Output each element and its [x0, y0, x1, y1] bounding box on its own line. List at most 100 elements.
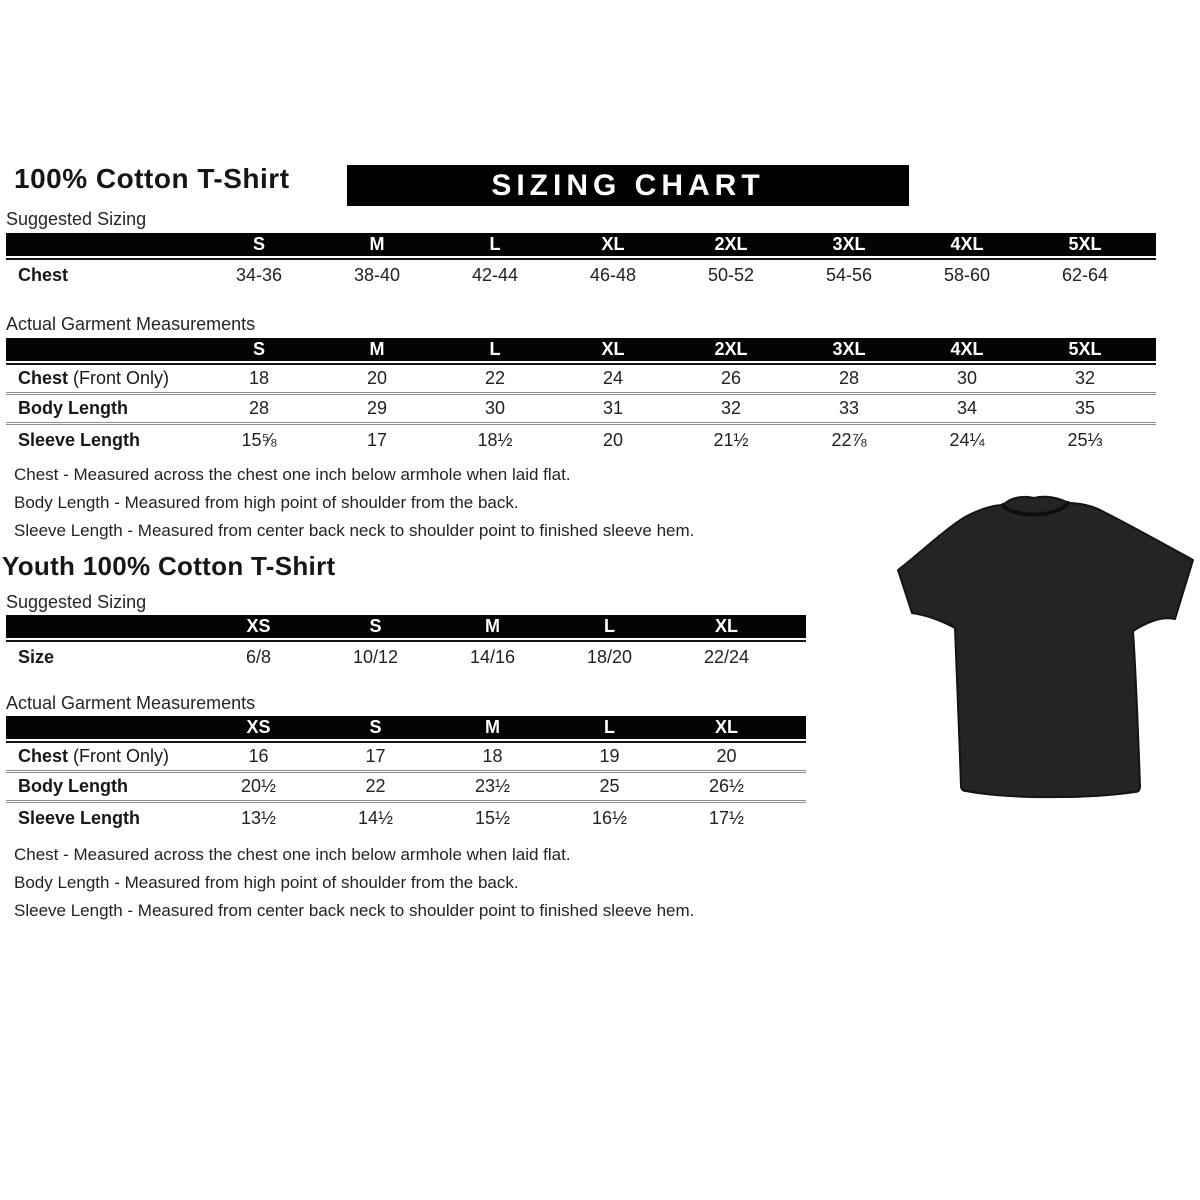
table-cell: 15½	[474, 807, 511, 828]
header-underline	[6, 363, 1156, 365]
size-col-header: XS	[246, 616, 271, 636]
table-cell: 22	[365, 776, 386, 796]
table-cell: 26	[720, 368, 742, 388]
size-col-header: XL	[714, 717, 738, 737]
youth-section-title: Youth 100% Cotton T-Shirt	[2, 551, 336, 581]
sleeve-length-note: Sleeve Length - Measured from center bac…	[14, 901, 695, 920]
table-cell: 34-36	[235, 265, 283, 285]
table-cell: 18½	[477, 429, 513, 450]
table-cell: 18	[482, 746, 503, 766]
size-col-header: 4XL	[950, 339, 984, 359]
size-col-header: 3XL	[832, 234, 866, 254]
table-cell: 20	[366, 368, 388, 388]
table-cell: 10/12	[352, 647, 399, 667]
corner-cell	[6, 716, 200, 739]
adult-section-title: 100% Cotton T-Shirt	[14, 163, 290, 194]
table-row: Sleeve Length 13½ 14½ 15½ 16½ 17½	[6, 803, 806, 833]
table-cell: 22	[484, 368, 506, 388]
sizing-chart-banner: SIZING CHART	[347, 165, 909, 206]
table-cell: 22/24	[703, 647, 750, 667]
table-cell: 25	[599, 776, 620, 796]
table-cell: 24¼	[949, 429, 985, 450]
youth-suggested-sizing-table: XS S M L XL Size 6/8 10/12 14/16 18/20 2…	[6, 615, 806, 673]
size-col-header: L	[489, 339, 501, 359]
size-col-header: XS	[246, 717, 271, 737]
body-length-note: Body Length - Measured from high point o…	[14, 493, 519, 512]
row-label: Sleeve Length	[18, 429, 141, 450]
header-underline	[6, 741, 806, 743]
row-label: Chest (Front Only)	[6, 368, 200, 389]
size-col-header: 3XL	[832, 339, 866, 359]
tshirt-collar	[1001, 501, 1070, 517]
table-cell: 21½	[713, 429, 749, 450]
row-label: Size	[18, 647, 55, 667]
row-label: Sleeve Length	[18, 807, 141, 828]
sleeve-length-note: Sleeve Length - Measured from center bac…	[14, 521, 695, 540]
table-cell: 33	[838, 398, 860, 418]
table-cell: 17	[365, 746, 386, 766]
black-tshirt-photo	[897, 495, 1194, 799]
table-cell: 18	[248, 368, 270, 388]
size-col-header: S	[369, 717, 382, 737]
row-label: Body Length	[18, 398, 128, 418]
size-col-header: XL	[714, 616, 738, 636]
table-cell: 29	[366, 398, 388, 418]
sizing-chart-banner-text: SIZING CHART	[491, 168, 765, 202]
table-cell: 15⅝	[241, 429, 277, 450]
adult-actual-measurements-label: Actual Garment Measurements	[6, 314, 256, 334]
table-cell: 17½	[708, 807, 745, 828]
table-header-row: S M L XL 2XL 3XL 4XL 5XL	[6, 233, 1156, 256]
table-cell: 34	[956, 398, 978, 418]
table-cell: 13½	[240, 807, 277, 828]
table-header-row: S M L XL 2XL 3XL 4XL 5XL	[6, 338, 1156, 361]
table-cell: 14/16	[469, 647, 516, 667]
size-col-header: S	[252, 339, 265, 359]
size-col-header: 2XL	[714, 234, 748, 254]
youth-actual-measurements-table: XS S M L XL Chest (Front Only) 16 17 18 …	[6, 716, 806, 833]
youth-suggested-sizing-label: Suggested Sizing	[6, 592, 147, 612]
table-cell: 32	[1074, 368, 1096, 388]
size-col-header: M	[485, 616, 500, 636]
table-cell: 58-60	[943, 265, 991, 285]
adult-actual-measurements-table: S M L XL 2XL 3XL 4XL 5XL Chest (Front On…	[6, 338, 1156, 455]
table-cell: 35	[1074, 398, 1096, 418]
chest-note: Chest - Measured across the chest one in…	[14, 845, 571, 864]
size-col-header: M	[369, 234, 385, 254]
table-cell: 26½	[708, 776, 745, 796]
table-cell: 22⅞	[831, 429, 867, 450]
corner-cell	[6, 338, 200, 361]
size-col-header: XL	[601, 234, 625, 254]
table-cell: 62-64	[1061, 265, 1109, 285]
size-col-header: S	[252, 234, 265, 254]
table-cell: 46-48	[589, 265, 637, 285]
table-cell: 28	[838, 368, 860, 388]
size-col-header: M	[369, 339, 385, 359]
table-header-row: XS S M L XL	[6, 615, 806, 638]
corner-cell	[6, 233, 200, 256]
table-cell: 18/20	[586, 647, 633, 667]
row-label-main: Chest	[18, 368, 69, 388]
table-cell: 32	[720, 398, 742, 418]
table-cell: 38-40	[353, 265, 401, 285]
table-row: Chest 34-36 38-40 42-44 46-48 50-52 54-5…	[6, 260, 1156, 291]
size-col-header: 5XL	[1068, 234, 1102, 254]
table-header-row: XS S M L XL	[6, 716, 806, 739]
adult-suggested-sizing-label: Suggested Sizing	[6, 209, 147, 229]
size-col-header: 4XL	[950, 234, 984, 254]
table-cell: 23½	[474, 776, 511, 796]
corner-cell	[6, 615, 200, 638]
size-col-header: L	[489, 234, 501, 254]
size-col-header: S	[369, 616, 382, 636]
youth-measurement-notes: Chest - Measured across the chest one in…	[14, 841, 834, 925]
table-cell: 14½	[357, 807, 394, 828]
table-cell: 50-52	[707, 265, 755, 285]
table-cell: 6/8	[245, 647, 272, 667]
table-cell: 42-44	[471, 265, 519, 285]
table-row: Chest (Front Only) 16 17 18 19 20	[6, 743, 806, 773]
size-col-header: 2XL	[714, 339, 748, 359]
table-cell: 30	[956, 368, 978, 388]
row-label-suffix: (Front Only)	[73, 368, 170, 388]
header-underline	[6, 640, 806, 642]
row-label-main: Chest	[18, 746, 69, 766]
